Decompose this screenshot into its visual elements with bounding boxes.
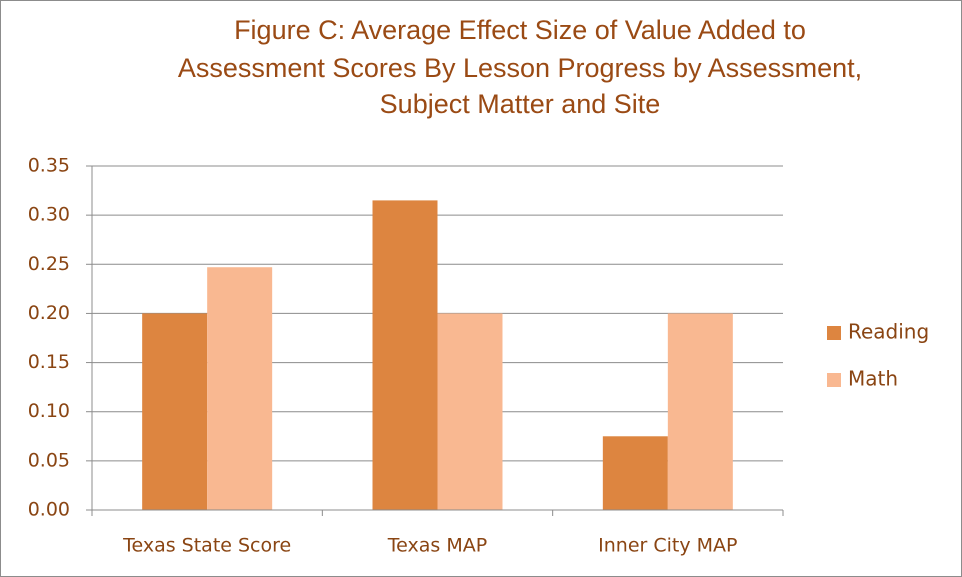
y-tick-label: 0.30 <box>28 204 70 226</box>
y-tick-label: 0.35 <box>28 155 70 177</box>
bar <box>602 436 668 510</box>
x-tick-label: Texas MAP <box>387 535 487 557</box>
legend-label: Math <box>848 367 898 391</box>
y-tick-label: 0.00 <box>28 499 70 521</box>
y-tick-label: 0.05 <box>28 449 70 471</box>
x-tick-label: Texas State Score <box>122 535 291 557</box>
x-tick-label: Inner City MAP <box>598 535 737 557</box>
chart-title: Assessment Scores By Lesson Progress by … <box>178 53 862 83</box>
y-tick-label: 0.20 <box>28 302 70 324</box>
bar <box>437 313 503 510</box>
bar <box>667 313 733 510</box>
chart-title: Figure C: Average Effect Size of Value A… <box>234 15 806 45</box>
y-tick-label: 0.10 <box>28 400 70 422</box>
chart-title: Subject Matter and Site <box>380 89 661 119</box>
bar <box>207 267 273 510</box>
y-tick-label: 0.25 <box>28 253 70 275</box>
y-tick-label: 0.15 <box>28 351 70 373</box>
bar <box>372 200 438 510</box>
legend-swatch <box>827 326 841 340</box>
bar <box>142 313 208 510</box>
legend-swatch <box>827 373 841 387</box>
legend-label: Reading <box>848 320 929 344</box>
